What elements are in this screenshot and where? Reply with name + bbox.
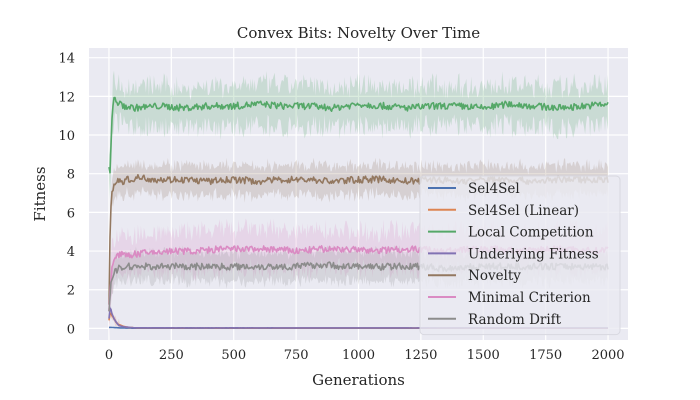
x-tick-label: 1500	[467, 348, 500, 363]
x-tick-label: 500	[221, 348, 246, 363]
chart-title: Convex Bits: Novelty Over Time	[237, 24, 480, 42]
legend: Sel4Sel Sel4Sel (Linear) Local Competition…	[419, 175, 621, 336]
series-band	[109, 70, 608, 199]
x-tick-label: 1000	[342, 348, 375, 363]
legend-label: Random Drift	[468, 312, 562, 328]
y-tick-labels: 0 2 4 6 8 10 12 14	[58, 52, 75, 338]
y-tick-label: 4	[67, 245, 75, 260]
legend-label: Underlying Fitness	[468, 246, 599, 262]
legend-label: Local Competition	[468, 225, 594, 241]
y-tick-label: 10	[58, 129, 75, 144]
legend-label: Sel4Sel (Linear)	[468, 203, 579, 219]
legend-label: Novelty	[468, 268, 521, 284]
y-tick-label: 2	[67, 284, 75, 299]
series-band	[109, 157, 608, 315]
x-tick-label: 250	[159, 348, 184, 363]
y-tick-label: 6	[67, 206, 75, 221]
legend-box	[419, 175, 621, 336]
x-tick-label: 2000	[591, 348, 624, 363]
x-tick-label: 1250	[404, 348, 437, 363]
y-tick-label: 12	[58, 90, 75, 105]
x-tick-label: 0	[105, 348, 113, 363]
legend-label: Minimal Criterion	[468, 290, 591, 306]
x-tick-label: 1750	[529, 348, 562, 363]
y-tick-label: 8	[67, 168, 75, 183]
y-axis-label: Fitness	[31, 166, 49, 221]
legend-label: Sel4Sel	[468, 181, 520, 197]
x-tick-labels: 0 250 500 750 1000 1250 1500 1750 2000	[105, 348, 625, 363]
y-tick-label: 14	[58, 52, 75, 67]
series-line	[108, 96, 609, 174]
y-tick-label: 0	[67, 322, 75, 337]
x-axis-label: Generations	[312, 371, 405, 389]
x-tick-label: 750	[284, 348, 309, 363]
